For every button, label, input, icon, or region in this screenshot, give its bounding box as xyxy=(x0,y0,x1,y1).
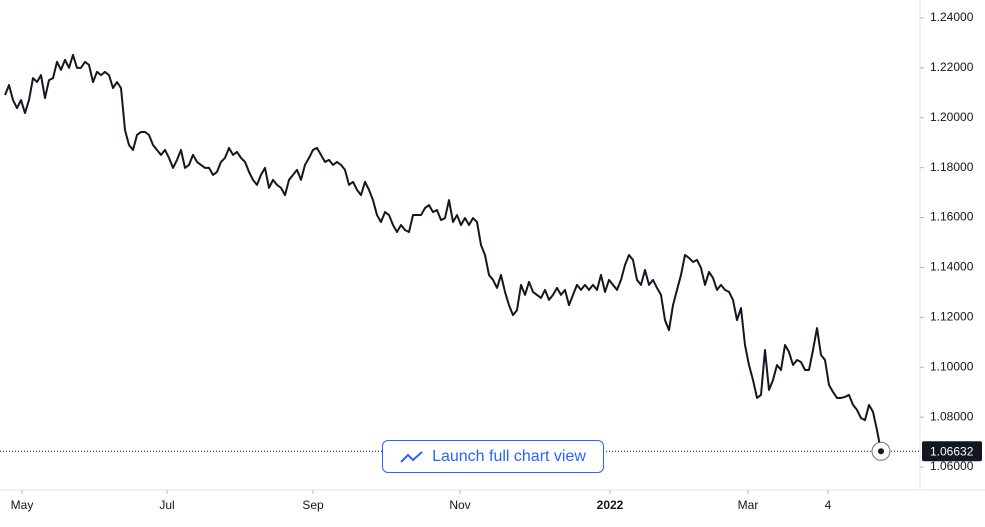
x-tick-label: Jul xyxy=(159,498,174,512)
y-tick-label: 1.18000 xyxy=(930,160,974,174)
y-tick-label: 1.06000 xyxy=(930,459,974,473)
x-tick-label: Nov xyxy=(449,498,470,512)
x-tick-label: Mar xyxy=(738,498,759,512)
price-line xyxy=(4,53,882,452)
y-tick-label: 1.16000 xyxy=(930,210,974,224)
last-price-label: 1.06632 xyxy=(930,444,974,458)
y-tick-label: 1.22000 xyxy=(930,60,974,74)
y-tick-label: 1.10000 xyxy=(930,359,974,373)
x-tick-label: 2022 xyxy=(597,498,624,512)
y-tick-label: 1.08000 xyxy=(930,409,974,423)
last-point xyxy=(878,448,884,455)
y-tick-label: 1.12000 xyxy=(930,310,974,324)
launch-chart-button[interactable]: Launch full chart view xyxy=(382,440,604,473)
y-tick-label: 1.20000 xyxy=(930,110,974,124)
button-label: Launch full chart view xyxy=(432,447,586,465)
chart-icon xyxy=(400,450,423,463)
y-tick-label: 1.24000 xyxy=(930,10,974,24)
y-tick-label: 1.14000 xyxy=(930,260,974,274)
x-tick-label: Sep xyxy=(302,498,324,512)
last-price-box xyxy=(922,441,982,462)
x-tick-label: 4 xyxy=(825,498,832,512)
x-tick-label: May xyxy=(11,498,34,512)
